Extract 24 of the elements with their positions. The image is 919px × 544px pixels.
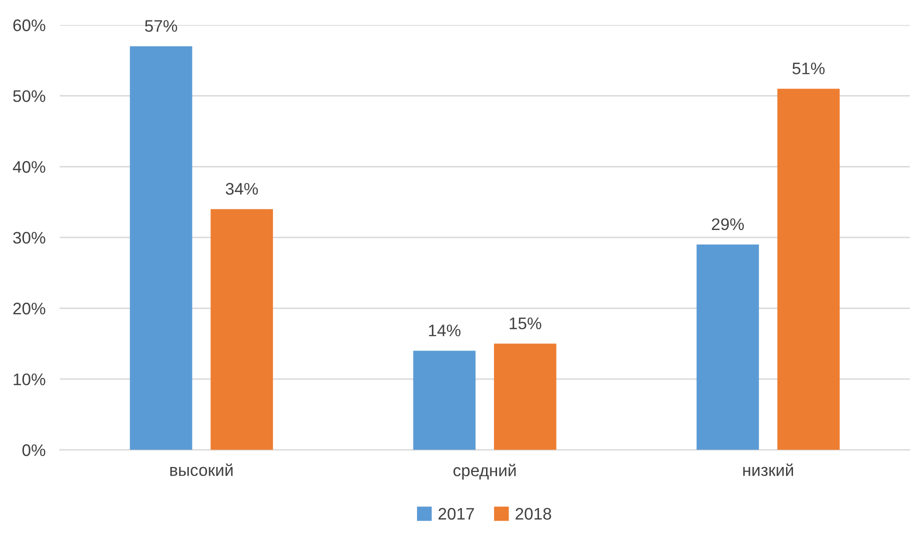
data-label: 14%: [428, 324, 460, 336]
data-label: 29%: [712, 218, 744, 230]
x-tick-label: высокий: [170, 463, 233, 476]
bar: [210, 209, 273, 450]
x-tick-label: низкий: [743, 463, 794, 476]
y-tick-label: 40%: [12, 161, 46, 173]
bar: [777, 88, 840, 450]
y-tick-label: 50%: [13, 90, 46, 102]
bar: [130, 46, 192, 450]
y-tick-label: 0%: [22, 444, 46, 456]
data-label: 15%: [510, 318, 542, 330]
y-tick-label: 30%: [13, 232, 46, 244]
bar: [696, 244, 759, 450]
bar: [494, 344, 556, 450]
y-tick-label: 10%: [14, 373, 46, 386]
data-label: 51%: [792, 62, 825, 74]
y-tick-label: 20%: [13, 302, 46, 314]
legend-label: 2017: [438, 508, 474, 520]
legend-label: 2018: [516, 508, 552, 520]
data-label: 57%: [145, 20, 178, 32]
data-label: 34%: [226, 182, 258, 195]
bar: [413, 350, 476, 450]
y-tick-label: 60%: [13, 19, 46, 32]
x-tick-label: средний: [453, 464, 516, 480]
